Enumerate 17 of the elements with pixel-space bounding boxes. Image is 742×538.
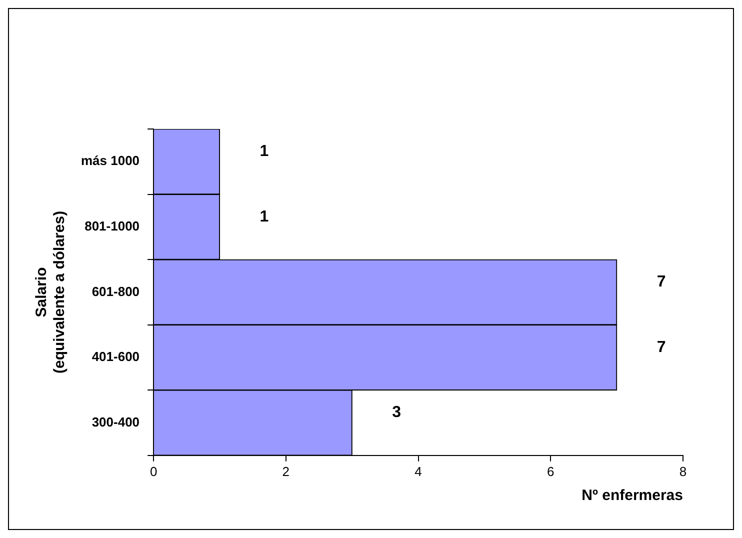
y-tick-label: 801-1000 — [84, 218, 140, 234]
y-tick-label: 300-400 — [92, 414, 140, 430]
x-tick-label: 2 — [282, 464, 290, 479]
x-tick-label: 6 — [547, 464, 554, 479]
y-tick-label: más 1000 — [80, 153, 140, 168]
data-label: 1 — [260, 143, 269, 160]
data-label: 7 — [656, 274, 666, 291]
x-axis-title: Nº enfermeras — [582, 487, 683, 504]
y-axis-title: Salario (equivalente a dólares) — [33, 210, 68, 374]
y-tick-label: 401-600 — [92, 349, 140, 364]
y-tick-label: 601-800 — [92, 284, 140, 299]
data-label: 3 — [392, 404, 402, 422]
data-label: 7 — [656, 338, 666, 356]
x-tick-label: 4 — [414, 464, 422, 479]
data-label: 1 — [260, 208, 269, 226]
x-tick-label: 8 — [679, 464, 687, 479]
x-tick-label: 0 — [150, 464, 158, 479]
